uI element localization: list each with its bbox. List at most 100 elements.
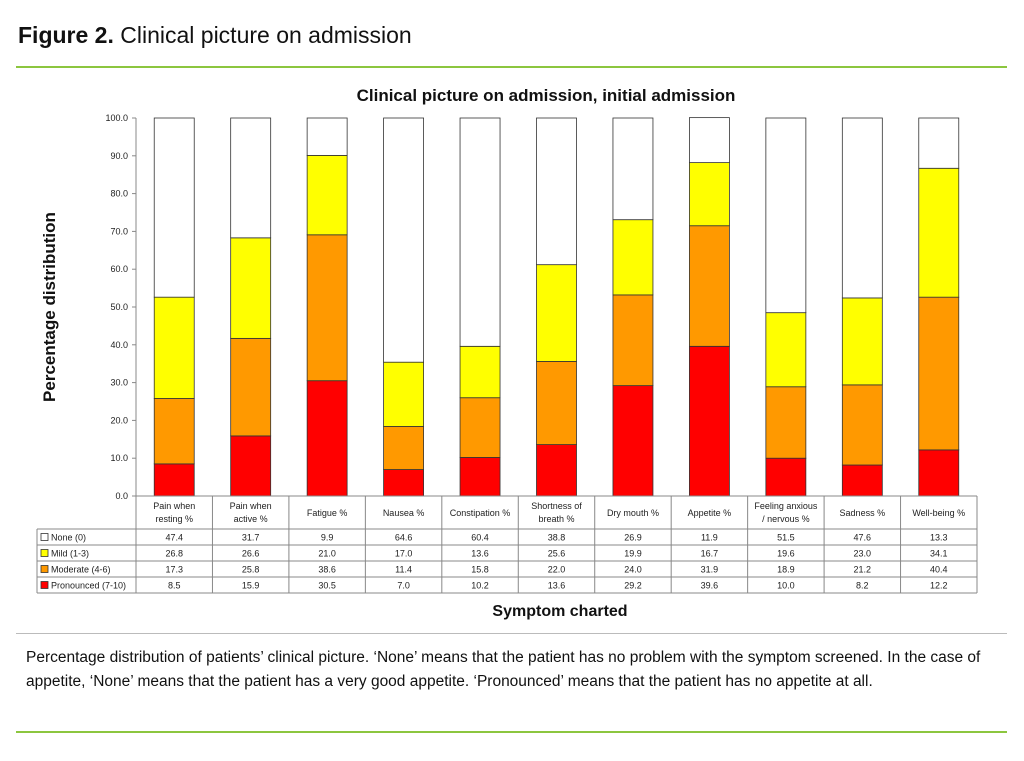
data-cell: 7.0	[397, 581, 410, 591]
top-rule	[16, 66, 1007, 68]
bar-moderate	[765, 386, 807, 459]
category-label: Dry mouth %	[607, 508, 659, 518]
bar-mild	[765, 312, 807, 388]
figure-caption: Percentage distribution of patients’ cli…	[26, 649, 981, 690]
data-cell: 26.8	[165, 549, 183, 559]
bar-mild	[383, 361, 424, 427]
bar-none	[536, 117, 577, 266]
bar-mild	[536, 264, 577, 362]
data-cell: 19.9	[624, 549, 642, 559]
legend-swatch	[40, 549, 49, 557]
y-tick-label: 50.0	[110, 302, 128, 312]
data-cell: 34.1	[930, 549, 948, 559]
bar-moderate	[841, 384, 883, 466]
legend-swatch	[40, 581, 49, 589]
y-tick-label: 60.0	[110, 264, 128, 274]
category-label: Appetite %	[688, 508, 732, 518]
data-cell: 25.6	[548, 549, 566, 559]
bar-moderate	[536, 361, 577, 445]
data-cell: 47.6	[854, 533, 872, 543]
y-tick-label: 70.0	[110, 226, 128, 236]
bar-mild	[918, 167, 960, 298]
data-cell: 10.2	[471, 581, 489, 591]
bar-none	[383, 117, 424, 363]
bar-none	[230, 117, 272, 239]
figure-label: Figure 2.	[18, 22, 114, 48]
bar-pronounced	[230, 435, 272, 497]
bar-pronounced	[841, 464, 883, 497]
category-label: active %	[234, 514, 268, 524]
bar-none	[918, 117, 960, 169]
y-tick-label: 90.0	[110, 151, 128, 161]
data-cell: 25.8	[242, 565, 260, 575]
y-tick-label: 30.0	[110, 378, 128, 388]
bar-pronounced	[153, 463, 195, 497]
y-tick-label: 10.0	[110, 453, 128, 463]
bar-mild	[306, 155, 348, 236]
category-label: breath %	[538, 514, 574, 524]
category-label: Sadness %	[840, 508, 886, 518]
data-cell: 39.6	[701, 581, 719, 591]
data-cell: 29.2	[624, 581, 642, 591]
data-cell: 21.2	[854, 565, 872, 575]
data-cell: 19.6	[777, 549, 795, 559]
bottom-rule	[16, 731, 1007, 733]
bar-mild	[230, 237, 272, 339]
category-label: Well-being %	[912, 508, 965, 518]
category-label: Nausea %	[383, 508, 425, 518]
data-cell: 17.3	[165, 565, 183, 575]
category-label: Pain when	[153, 501, 195, 511]
data-cell: 8.2	[856, 581, 869, 591]
data-cell: 51.5	[777, 533, 795, 543]
data-cell: 38.8	[548, 533, 566, 543]
bar-none	[841, 117, 883, 299]
data-cell: 38.6	[318, 565, 336, 575]
data-cell: 11.9	[701, 533, 718, 543]
bar-pronounced	[612, 385, 654, 497]
data-cell: 13.3	[930, 533, 948, 543]
data-cell: 40.4	[930, 565, 948, 575]
data-cell: 26.9	[624, 533, 642, 543]
legend-swatch	[40, 533, 49, 541]
x-axis-label: Symptom charted	[492, 603, 627, 620]
bar-pronounced	[459, 457, 501, 497]
stacked-bar-chart: Clinical picture on admission, initial a…	[36, 86, 978, 620]
data-cell: 47.4	[165, 533, 183, 543]
data-cell: 12.2	[930, 581, 948, 591]
data-cell: 64.6	[395, 533, 413, 543]
data-cell: 22.0	[548, 565, 566, 575]
y-tick-label: 40.0	[110, 340, 128, 350]
legend-label: Pronounced (7-10)	[51, 581, 126, 591]
data-cell: 9.9	[321, 533, 334, 543]
bar-none	[765, 117, 807, 314]
bar-none	[306, 117, 348, 156]
bar-mild	[689, 162, 730, 227]
legend-label: None (0)	[51, 533, 86, 543]
data-cell: 17.0	[395, 549, 413, 559]
bar-pronounced	[689, 345, 730, 497]
category-label: Constipation %	[450, 508, 511, 518]
legend-swatch	[40, 565, 49, 573]
y-tick-label: 0.0	[115, 491, 128, 501]
y-tick-label: 20.0	[110, 415, 128, 425]
bar-pronounced	[918, 449, 960, 497]
bar-mild	[153, 296, 195, 399]
caption-rule	[16, 633, 1007, 634]
bar-mild	[612, 219, 654, 296]
data-cell: 18.9	[777, 565, 795, 575]
data-cell: 13.6	[548, 581, 566, 591]
bar-mild	[841, 297, 883, 386]
y-axis-label: Percentage distribution	[40, 212, 59, 402]
bar-moderate	[918, 296, 960, 451]
category-label: Shortness of	[531, 501, 582, 511]
bar-pronounced	[383, 469, 424, 497]
category-label: resting %	[155, 514, 193, 524]
y-tick-label: 100.0	[105, 113, 128, 123]
bar-moderate	[689, 225, 730, 347]
bar-pronounced	[765, 457, 807, 497]
data-cell: 21.0	[318, 549, 336, 559]
data-cell: 13.6	[471, 549, 489, 559]
bar-none	[153, 117, 195, 298]
bar-moderate	[306, 234, 348, 382]
data-cell: 31.9	[701, 565, 719, 575]
